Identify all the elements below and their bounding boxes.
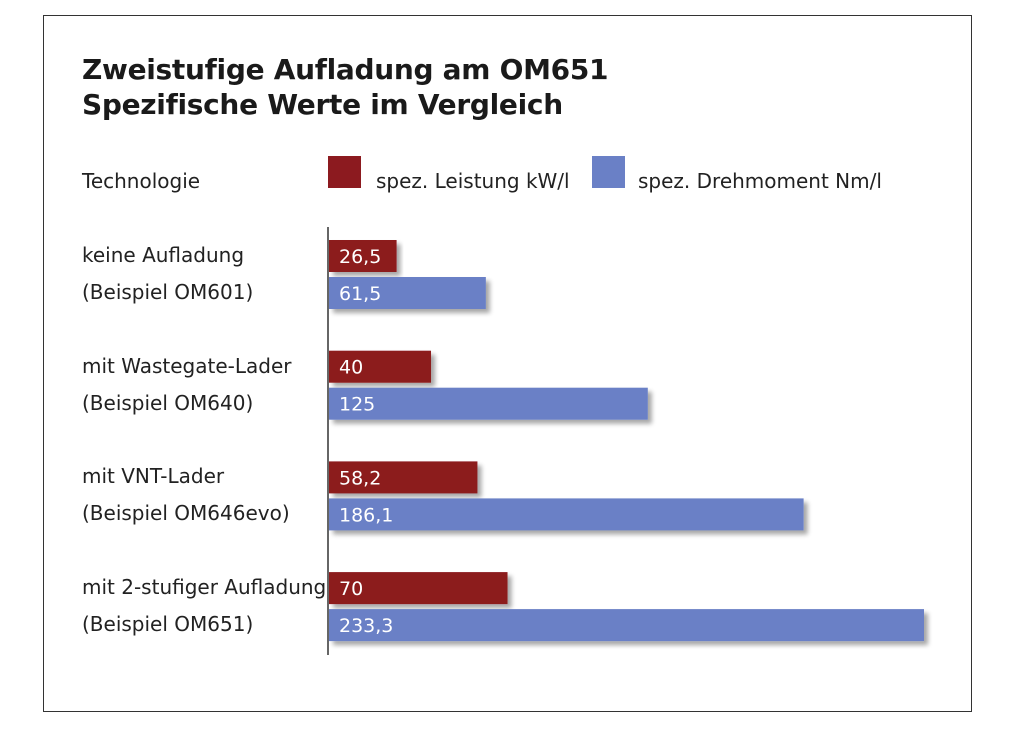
data-label-power-0: 26,5 (339, 246, 381, 268)
chart-title: Zweistufige Aufladung am OM651 (82, 53, 609, 86)
category-label-2-line2: (Beispiel OM646evo) (82, 501, 290, 526)
data-label-torque-2: 186,1 (339, 504, 393, 526)
legend-swatch-power (328, 156, 361, 188)
bar-power-3 (329, 572, 508, 605)
category-label-0-line1: keine Aufladung (82, 243, 245, 267)
bar-power-2 (329, 461, 478, 494)
category-label-1-line2: (Beispiel OM640) (82, 390, 254, 415)
bar-torque-2 (329, 498, 804, 531)
bar-torque-0 (329, 277, 486, 309)
category-label-0-line2: (Beispiel OM601) (82, 280, 254, 304)
data-label-power-3: 70 (339, 578, 363, 600)
legend-label-power: spez. Leistung kW/l (376, 169, 570, 193)
bar-torque-1 (329, 387, 648, 420)
category-label-2-line1: mit VNT-Lader (82, 464, 225, 489)
bar-power-1 (329, 350, 432, 383)
category-label-1-line1: mit Wastegate-Lader (82, 353, 292, 378)
bar-torque-3 (329, 609, 924, 642)
legend-label-torque: spez. Drehmoment Nm/l (638, 169, 882, 193)
category-label-3-line1: mit 2-stufiger Aufladung (82, 575, 327, 600)
category-header: Technologie (82, 169, 201, 193)
category-label-3-line2: (Beispiel OM651) (82, 612, 254, 637)
data-label-torque-0: 61,5 (339, 283, 381, 305)
data-label-torque-3: 233,3 (339, 615, 393, 637)
data-label-power-1: 40 (339, 357, 363, 379)
data-label-torque-1: 125 (339, 394, 375, 416)
chart-subtitle: Spezifische Werte im Vergleich (82, 88, 563, 121)
data-label-power-2: 58,2 (339, 467, 381, 489)
legend-swatch-torque (592, 156, 625, 188)
bar-power-0 (329, 240, 397, 272)
